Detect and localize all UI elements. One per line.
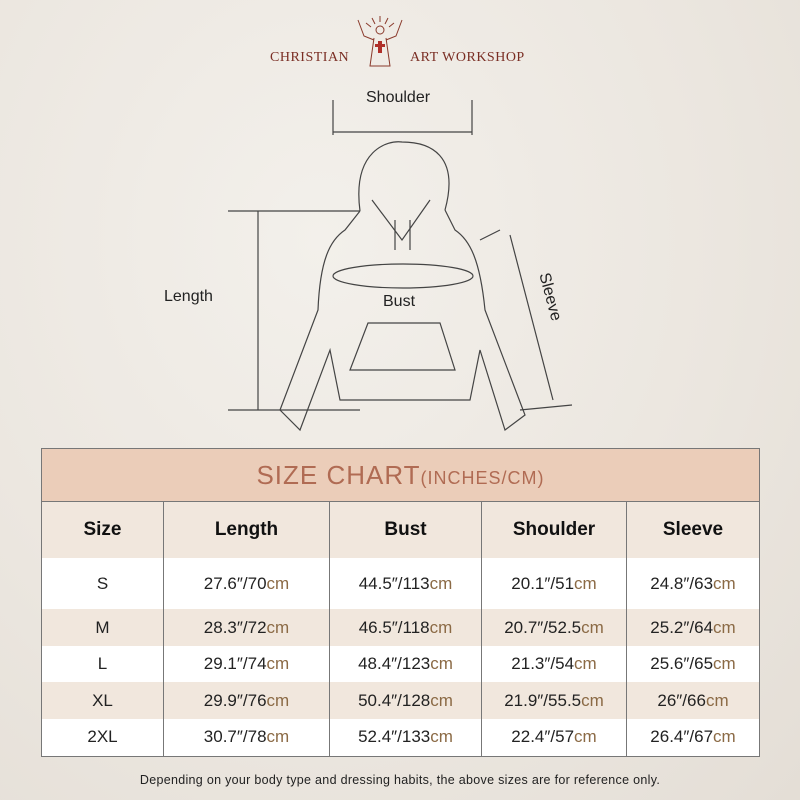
table-row: XL 29.9″/76cm 50.4″/128cm 21.9″/55.5cm 26″/6… <box>41 682 760 719</box>
value-cell: 21.3″/54cm <box>481 646 627 682</box>
value-inch: 46.5″/118 <box>358 617 430 637</box>
shoulder-label: Shoulder <box>366 89 431 106</box>
size-cell: S <box>41 558 164 609</box>
header-row: Size Length Bust Shoulder Sleeve <box>41 501 760 558</box>
value-inch: 48.4″/123 <box>358 654 431 673</box>
bust-label: Bust <box>383 293 416 310</box>
col-length: Length <box>163 501 330 558</box>
length-label: Length <box>164 288 213 305</box>
value-cell: 30.7″/78cm <box>163 719 330 756</box>
value-unit: cm <box>713 654 736 673</box>
value-unit: cm <box>266 617 290 637</box>
value-inch: 24.8″/63 <box>650 573 714 593</box>
value-cell: 52.4″/133cm <box>329 719 482 756</box>
col-sleeve: Sleeve <box>626 501 760 558</box>
size-cell: XL <box>41 682 164 719</box>
value-cell: 22.4″/57cm <box>481 719 627 756</box>
value-inch: 28.3″/72 <box>203 617 267 637</box>
table-row: S 27.6″/70cm 44.5″/113cm 20.1″/51cm 24.8″/63… <box>41 558 760 609</box>
value-unit: cm <box>429 617 453 637</box>
brand-name-right: ART WORKSHOP <box>410 50 525 65</box>
size-cell: 2XL <box>41 719 164 756</box>
value-unit: cm <box>705 690 729 710</box>
hoodie-outline-icon <box>228 100 573 432</box>
value-cell: 20.7″/52.5cm <box>481 609 627 646</box>
value-unit: cm <box>266 654 290 673</box>
value-cell: 50.4″/128cm <box>329 682 482 719</box>
table-row: 2XL 30.7″/78cm 52.4″/133cm 22.4″/57cm 26.4″/… <box>41 719 760 756</box>
value-cell: 25.6″/65cm <box>626 646 760 682</box>
brand-logo: CHRISTIAN ART WORKSHOP <box>262 12 542 72</box>
jesus-cross-icon <box>357 16 403 67</box>
size-chart-title: SIZE CHART(INCHES/CM) <box>41 448 760 502</box>
title-unit: (INCHES/CM) <box>420 467 545 488</box>
value-cell: 26″/66cm <box>626 682 760 719</box>
table-row: M 28.3″/72cm 46.5″/118cm 20.7″/52.5cm 25.2″/… <box>41 609 760 646</box>
value-inch: 52.4″/133 <box>358 727 431 747</box>
value-cell: 46.5″/118cm <box>329 609 482 646</box>
value-cell: 20.1″/51cm <box>481 558 627 609</box>
value-inch: 22.4″/57 <box>511 727 575 747</box>
value-inch: 20.7″/52.5 <box>504 617 582 637</box>
value-inch: 26″/66 <box>657 690 706 710</box>
value-unit: cm <box>266 573 290 593</box>
value-unit: cm <box>713 573 736 593</box>
table-row: L 29.1″/74cm 48.4″/123cm 21.3″/54cm 25.6″/65… <box>41 646 760 682</box>
col-bust: Bust <box>329 501 482 558</box>
value-cell: 25.2″/64cm <box>626 609 760 646</box>
col-shoulder: Shoulder <box>481 501 627 558</box>
value-cell: 48.4″/123cm <box>329 646 482 682</box>
value-inch: 25.6″/65 <box>650 654 714 673</box>
size-cell: L <box>41 646 164 682</box>
value-unit: cm <box>574 727 597 747</box>
value-inch: 26.4″/67 <box>650 727 714 747</box>
value-inch: 25.2″/64 <box>650 617 714 637</box>
value-unit: cm <box>266 690 290 710</box>
value-unit: cm <box>430 690 453 710</box>
value-unit: cm <box>574 573 597 593</box>
value-unit: cm <box>430 654 453 673</box>
value-unit: cm <box>574 654 597 673</box>
size-chart-table: SIZE CHART(INCHES/CM) Size Length Bust S… <box>41 448 760 757</box>
value-cell: 21.9″/55.5cm <box>481 682 627 719</box>
value-inch: 44.5″/113 <box>358 573 430 593</box>
value-inch: 20.1″/51 <box>511 573 575 593</box>
value-cell: 26.4″/67cm <box>626 719 760 756</box>
reference-note: Depending on your body type and dressing… <box>139 773 661 787</box>
value-inch: 29.1″/74 <box>203 654 267 673</box>
hoodie-diagram: Shoulder Length Bust Sleeve <box>0 80 800 440</box>
value-cell: 44.5″/113cm <box>329 558 482 609</box>
value-unit: cm <box>713 617 736 637</box>
value-unit: cm <box>581 690 604 710</box>
value-unit: cm <box>713 727 736 747</box>
value-cell: 29.9″/76cm <box>163 682 330 719</box>
value-cell: 27.6″/70cm <box>163 558 330 609</box>
value-inch: 27.6″/70 <box>203 573 267 593</box>
value-inch: 30.7″/78 <box>203 727 267 747</box>
value-unit: cm <box>429 573 453 593</box>
title-text: SIZE CHART <box>256 459 421 490</box>
value-inch: 50.4″/128 <box>358 690 431 710</box>
value-cell: 28.3″/72cm <box>163 609 330 646</box>
value-cell: 24.8″/63cm <box>626 558 760 609</box>
brand-name-left: CHRISTIAN <box>270 50 350 65</box>
size-cell: M <box>41 609 164 646</box>
value-inch: 21.3″/54 <box>511 654 575 673</box>
value-cell: 29.1″/74cm <box>163 646 330 682</box>
value-unit: cm <box>266 727 290 747</box>
col-size: Size <box>41 501 164 558</box>
value-inch: 21.9″/55.5 <box>504 690 582 710</box>
value-inch: 29.9″/76 <box>203 690 267 710</box>
value-unit: cm <box>581 617 604 637</box>
value-unit: cm <box>430 727 453 747</box>
